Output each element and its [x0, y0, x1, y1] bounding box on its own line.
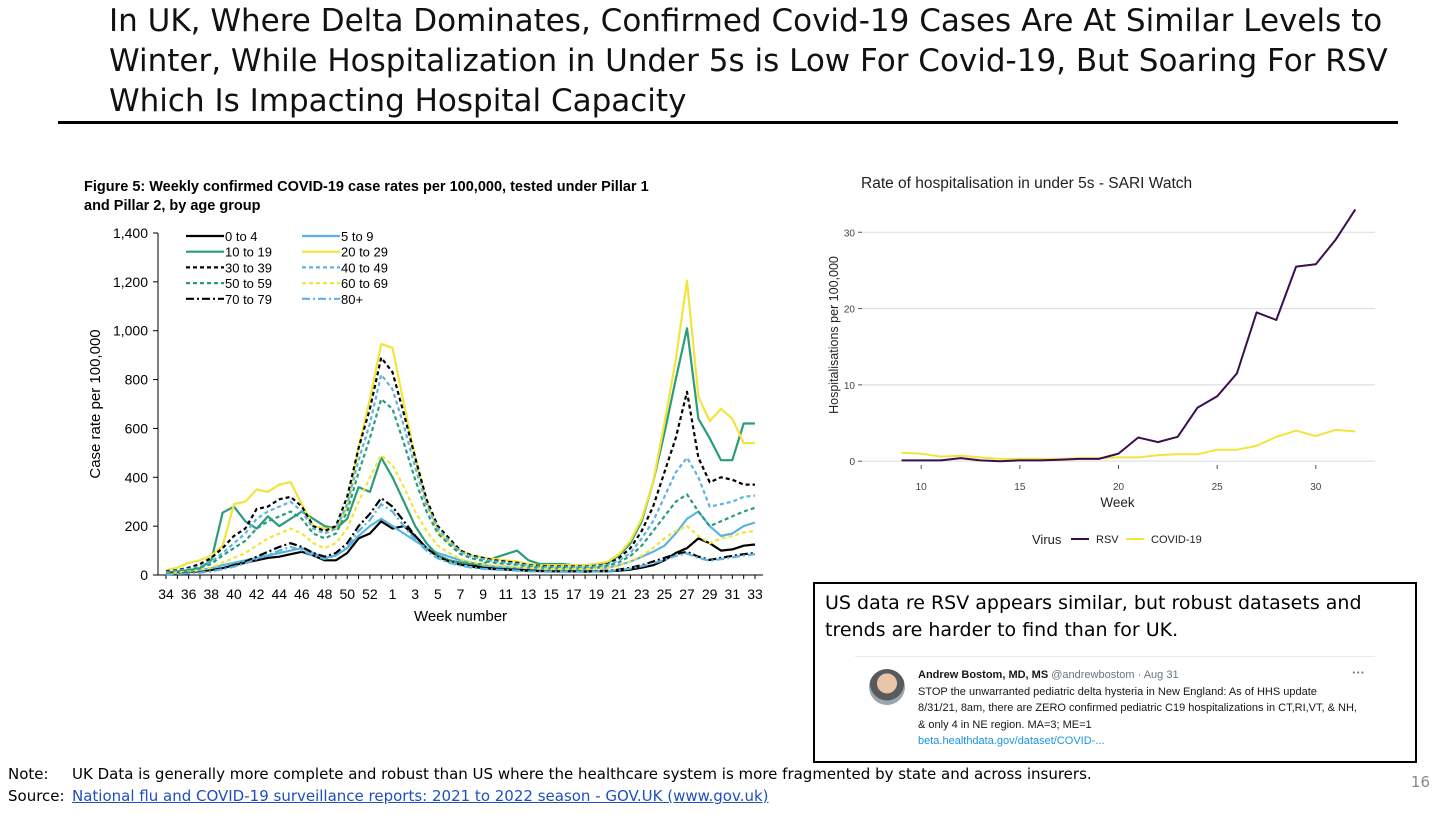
chart1-x-tick-label: 34 — [158, 586, 174, 602]
chart1-x-tick-label: 21 — [611, 586, 627, 602]
chart1-y-tick-label: 600 — [125, 420, 149, 436]
chart1-y-tick-label: 400 — [125, 469, 149, 485]
chart2-y-tick-label: 20 — [844, 305, 856, 316]
chart1-x-tick-label: 1 — [389, 586, 397, 602]
chart1-legend-label: 40 to 49 — [341, 260, 388, 275]
chart1-legend-label: 70 to 79 — [225, 292, 272, 307]
chart1-x-tick-label: 19 — [589, 586, 605, 602]
chart2-x-label: Week — [1100, 495, 1135, 510]
avatar[interactable] — [869, 669, 905, 705]
title-divider — [58, 121, 1398, 124]
chart1-legend-label: 60 to 69 — [341, 276, 388, 291]
chart1-series-line — [165, 398, 756, 574]
chart1-x-tick-label: 3 — [411, 586, 419, 602]
tweet-author-name[interactable]: Andrew Bostom, MD, MS — [918, 669, 1049, 681]
chart1-x-tick-label: 9 — [479, 586, 487, 602]
chart1-x-tick-label: 33 — [747, 586, 763, 602]
chart2-series-line — [901, 208, 1357, 463]
chart1-x-tick-label: 42 — [249, 586, 265, 602]
chart1-y-tick-label: 800 — [125, 372, 149, 388]
chart1-legend-label: 30 to 39 — [225, 260, 272, 275]
note-text: UK Data is generally more complete and r… — [72, 765, 1092, 783]
chart1-x-tick-label: 52 — [362, 586, 378, 602]
chart1-legend-label: 5 to 9 — [341, 229, 374, 244]
chart2-x-tick-label: 25 — [1212, 482, 1224, 493]
chart2-legend-title: Virus — [1032, 532, 1062, 547]
chart1-x-tick-label: 31 — [725, 586, 741, 602]
chart1-legend-label: 10 to 19 — [225, 245, 272, 260]
chart1-x-tick-label: 38 — [204, 586, 220, 602]
us-data-callout: US data re RSV appears similar, but robu… — [813, 582, 1417, 763]
chart2-y-tick-label: 10 — [844, 381, 856, 392]
page-number: 16 — [1410, 773, 1430, 791]
chart1-legend-label: 20 to 29 — [341, 245, 388, 260]
chart1-x-tick-label: 7 — [457, 586, 465, 602]
note-label: Note: — [8, 765, 49, 783]
chart1-y-label: Case rate per 100,000 — [87, 329, 104, 478]
chart1-x-tick-label: 40 — [226, 586, 242, 602]
chart2-y-tick-label: 30 — [844, 228, 856, 239]
tweet-text: STOP the unwarranted pediatric delta hys… — [918, 685, 1357, 731]
chart1-x-label: Week number — [414, 608, 507, 625]
chart1-y-tick-label: 0 — [140, 567, 148, 583]
chart1-x-tick-label: 46 — [294, 586, 310, 602]
chart1-y-tick-label: 200 — [125, 518, 149, 534]
chart1-title-line: and Pillar 2, by age group — [84, 198, 261, 214]
chart1-x-tick-label: 48 — [317, 586, 333, 602]
callout-text: US data re RSV appears similar, but robu… — [825, 592, 1362, 641]
chart1-legend-label: 50 to 59 — [225, 276, 272, 291]
uk-case-rate-chart: Figure 5: Weekly confirmed COVID-19 case… — [84, 179, 763, 625]
tweet-handle[interactable]: @andrewbostom · Aug 31 — [1051, 669, 1179, 681]
chart1-x-tick-label: 27 — [679, 586, 695, 602]
chart1-y-tick-label: 1,200 — [113, 274, 148, 290]
chart1-x-tick-label: 11 — [499, 586, 514, 602]
chart1-y-tick-label: 1,400 — [113, 225, 148, 241]
chart1-y-tick-label: 1,000 — [113, 323, 148, 339]
chart1-x-tick-label: 17 — [566, 586, 582, 602]
chart1-x-tick-label: 36 — [181, 586, 197, 602]
chart2-legend-label: COVID-19 — [1151, 534, 1202, 546]
source-line: Source: National flu and COVID-19 surveil… — [8, 785, 769, 807]
chart1-legend-label: 80+ — [341, 292, 363, 307]
tweet-body: Andrew Bostom, MD, MS @andrewbostom · Au… — [918, 667, 1358, 750]
chart2-x-tick-label: 30 — [1310, 482, 1322, 493]
chart1-x-tick-label: 15 — [543, 586, 559, 602]
chart2-legend-label: RSV — [1096, 534, 1119, 546]
chart1-x-tick-label: 50 — [339, 586, 355, 602]
chart2-x-tick-label: 10 — [916, 482, 928, 493]
source-link[interactable]: National flu and COVID-19 surveillance r… — [72, 787, 769, 805]
sari-hospitalisation-chart: Rate of hospitalisation in under 5s - SA… — [827, 175, 1375, 547]
chart1-x-tick-label: 44 — [271, 586, 287, 602]
chart2-x-tick-label: 20 — [1113, 482, 1125, 493]
embedded-tweet[interactable]: ··· Andrew Bostom, MD, MS @andrewbostom … — [855, 656, 1375, 747]
note-line: Note: UK Data is generally more complete … — [8, 763, 1092, 785]
chart1-title-line: Figure 5: Weekly confirmed COVID-19 case… — [84, 179, 649, 195]
chart2-y-tick-label: 0 — [849, 457, 855, 468]
chart1-x-tick-label: 5 — [434, 586, 442, 602]
slide-title: In UK, Where Delta Dominates, Confirmed … — [109, 3, 1388, 119]
chart1-x-tick-label: 13 — [521, 586, 537, 602]
chart1-x-tick-label: 23 — [634, 586, 650, 602]
more-options-icon[interactable]: ··· — [1352, 665, 1365, 680]
chart2-title: Rate of hospitalisation in under 5s - SA… — [861, 175, 1192, 192]
source-label: Source: — [8, 787, 65, 805]
chart1-series-line — [165, 279, 755, 572]
chart2-series-line — [901, 428, 1356, 460]
chart1-series-line — [165, 454, 756, 575]
chart2-x-tick-label: 15 — [1014, 482, 1026, 493]
chart1-x-tick-label: 29 — [702, 586, 718, 602]
chart2-y-label: Hospitalisations per 100,000 — [827, 256, 841, 414]
chart1-series-line — [165, 503, 756, 576]
chart1-x-tick-label: 25 — [657, 586, 673, 602]
tweet-link[interactable]: beta.healthdata.gov/dataset/COVID-... — [918, 735, 1105, 747]
chart1-legend-label: 0 to 4 — [225, 229, 258, 244]
